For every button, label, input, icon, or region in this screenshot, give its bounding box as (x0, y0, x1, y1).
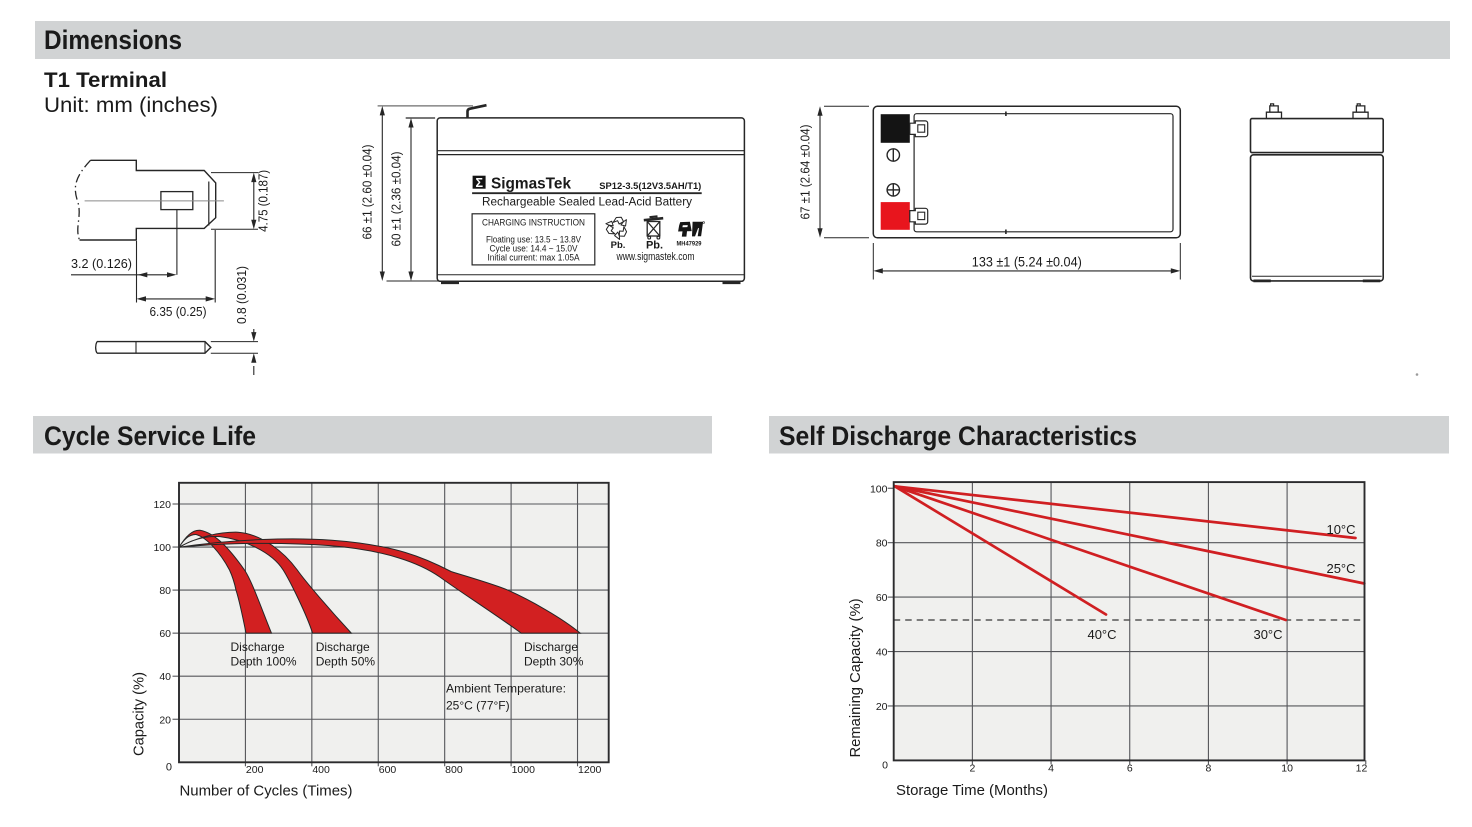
svg-text:Depth 30%: Depth 30% (524, 655, 584, 669)
svg-text:Discharge: Discharge (524, 640, 578, 654)
svg-text:Pb.: Pb. (611, 240, 626, 251)
svg-text:Cycle Service Life: Cycle Service Life (44, 421, 256, 451)
svg-text:SigmasTek: SigmasTek (491, 175, 571, 192)
svg-text:Ambient Temperature:: Ambient Temperature: (446, 682, 566, 696)
svg-text:Depth 100%: Depth 100% (231, 655, 297, 669)
svg-text:Capacity (%): Capacity (%) (131, 672, 148, 756)
svg-text:Unit: mm (inches): Unit: mm (inches) (44, 94, 218, 117)
svg-text:MH47929: MH47929 (677, 241, 703, 247)
svg-text:6.35 (0.25): 6.35 (0.25) (150, 304, 207, 319)
svg-text:Discharge: Discharge (231, 640, 285, 654)
svg-text:Remaining Capacity (%): Remaining Capacity (%) (847, 599, 864, 758)
svg-text:400: 400 (312, 764, 330, 776)
svg-text:20: 20 (159, 714, 171, 726)
svg-text:67 ±1 (2.64 ±0.04): 67 ±1 (2.64 ±0.04) (798, 125, 813, 220)
svg-text:SP12-3.5(12V3.5AH/T1): SP12-3.5(12V3.5AH/T1) (599, 181, 701, 192)
svg-text:Rechargeable Sealed Lead-Acid: Rechargeable Sealed Lead-Acid Battery (482, 197, 692, 209)
svg-text:133 ±1 (5.24 ±0.04): 133 ±1 (5.24 ±0.04) (972, 255, 1082, 270)
svg-text:Discharge: Discharge (316, 640, 370, 654)
svg-text:0.8 (0.031): 0.8 (0.031) (234, 266, 249, 324)
svg-text:25°C: 25°C (1326, 561, 1355, 576)
svg-text:Storage Time (Months): Storage Time (Months) (896, 782, 1048, 799)
svg-text:30°C: 30°C (1253, 627, 1282, 642)
svg-text:100: 100 (870, 483, 888, 495)
svg-text:1000: 1000 (512, 764, 536, 776)
svg-text:80: 80 (159, 585, 171, 597)
svg-text:40: 40 (876, 647, 888, 659)
svg-text:0: 0 (166, 762, 172, 774)
svg-text:100: 100 (153, 542, 171, 554)
svg-text:66 ±1 (2.60 ±0.04): 66 ±1 (2.60 ±0.04) (360, 145, 375, 240)
svg-text:40°C: 40°C (1087, 627, 1116, 642)
svg-text:200: 200 (246, 764, 264, 776)
svg-text:Self Discharge Characteristics: Self Discharge Characteristics (779, 421, 1137, 451)
svg-text:T1 Terminal: T1 Terminal (44, 69, 167, 92)
svg-text:4: 4 (1048, 763, 1054, 775)
svg-text:12: 12 (1356, 763, 1368, 775)
svg-text:40: 40 (159, 671, 171, 683)
svg-text:60 ±1 (2.36 ±0.04): 60 ±1 (2.36 ±0.04) (389, 152, 404, 247)
svg-text:60: 60 (159, 628, 171, 640)
svg-text:0: 0 (882, 760, 888, 772)
svg-text:Initial current: max 1.05A: Initial current: max 1.05A (488, 252, 580, 262)
svg-text:8: 8 (1205, 763, 1211, 775)
svg-text:800: 800 (445, 764, 463, 776)
svg-text:2: 2 (969, 763, 975, 775)
svg-text:10°C: 10°C (1326, 522, 1355, 537)
svg-text:Σ: Σ (475, 176, 483, 190)
svg-text:1200: 1200 (578, 764, 602, 776)
svg-text:Pb.: Pb. (646, 240, 663, 252)
svg-text:Number of Cycles (Times): Number of Cycles (Times) (180, 783, 353, 800)
svg-text:Dimensions: Dimensions (44, 25, 182, 55)
svg-text:Depth 50%: Depth 50% (316, 655, 376, 669)
svg-text:3.2 (0.126): 3.2 (0.126) (71, 256, 132, 271)
svg-text:Cycle use: 14.4 ~ 15.0V: Cycle use: 14.4 ~ 15.0V (490, 243, 578, 253)
svg-text:120: 120 (153, 499, 171, 511)
svg-text:600: 600 (379, 764, 397, 776)
svg-text:60: 60 (876, 592, 888, 604)
svg-text:80: 80 (876, 538, 888, 550)
svg-text:20: 20 (876, 701, 888, 713)
svg-text:www.sigmastek.com: www.sigmastek.com (616, 251, 695, 263)
svg-text:10: 10 (1281, 763, 1293, 775)
svg-text:4.75 (0.187): 4.75 (0.187) (256, 170, 271, 232)
svg-text:Floating use: 13.5 ~ 13.8V: Floating use: 13.5 ~ 13.8V (486, 234, 581, 244)
svg-text:6: 6 (1127, 763, 1133, 775)
svg-text:CHARGING INSTRUCTION: CHARGING INSTRUCTION (482, 217, 585, 228)
svg-text:25°C (77°F): 25°C (77°F) (446, 699, 510, 713)
